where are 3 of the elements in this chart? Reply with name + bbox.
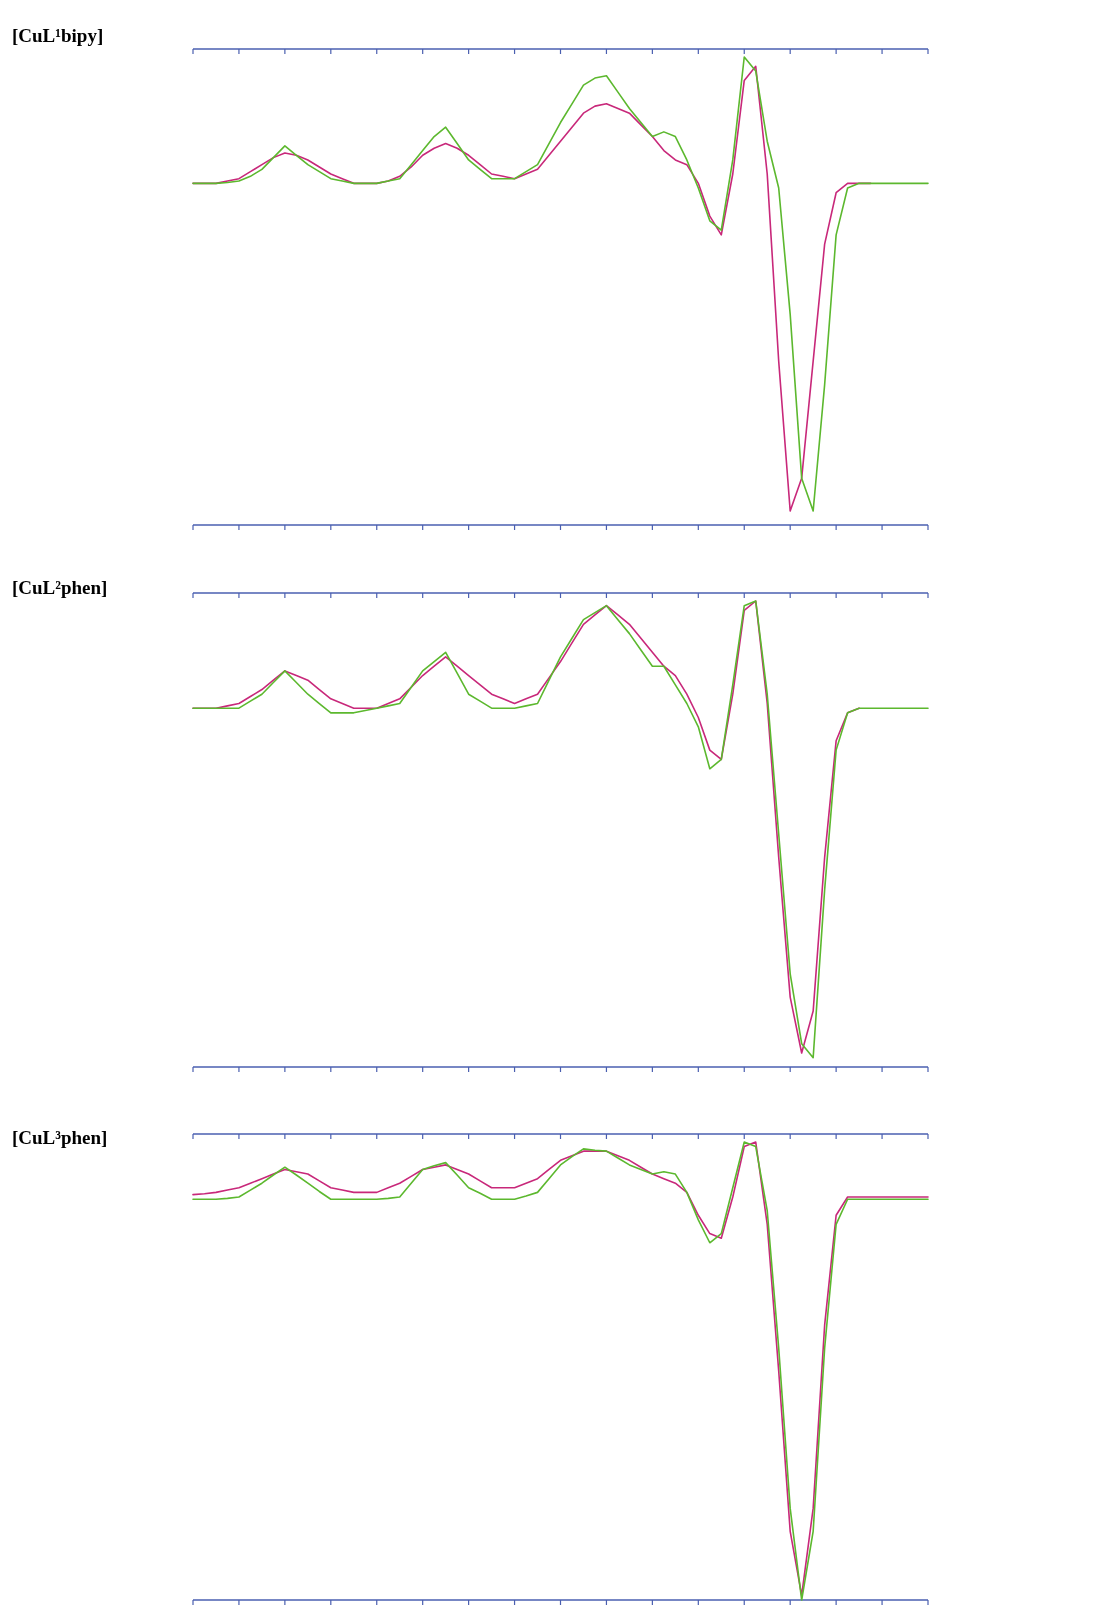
chart-title: [CuL¹bipy] — [12, 25, 104, 46]
chart-title: [CuL³phen] — [12, 1127, 108, 1148]
chart-title: [CuL²phen] — [12, 577, 108, 598]
